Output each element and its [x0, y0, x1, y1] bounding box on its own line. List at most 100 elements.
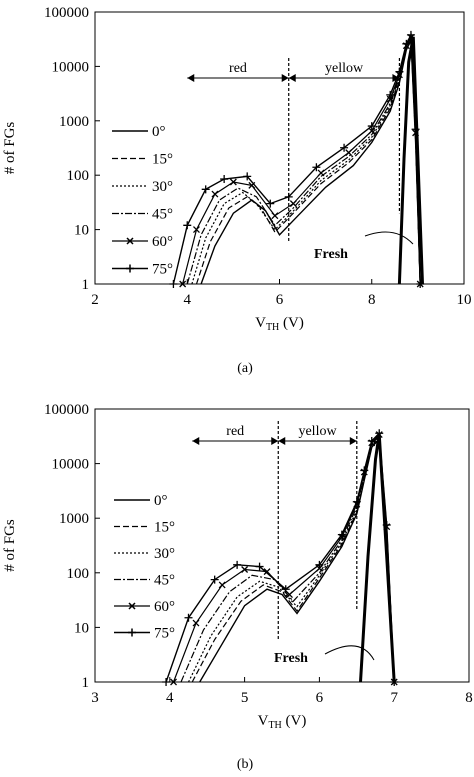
- series-marker: [317, 169, 325, 177]
- series-marker: [286, 591, 293, 598]
- legend-marker-plus: [128, 628, 136, 637]
- marker-x: [263, 568, 271, 576]
- region-arrowhead-left: [278, 437, 286, 445]
- legend-label: 30°: [154, 546, 175, 562]
- chart-panel-a: 1 10 100 1000 10000 100000 2 4 6 8 10 VTH (V) # of F…: [2, 5, 472, 376]
- series-marker: [367, 436, 376, 445]
- marker-x: [286, 591, 293, 598]
- legend-marker-plus: [126, 264, 134, 273]
- legend-marker-x: [126, 237, 134, 245]
- y-tick-label: 100000: [44, 402, 89, 418]
- series-marker: [312, 163, 321, 172]
- marker-plus: [367, 436, 376, 445]
- marker-x: [271, 212, 279, 220]
- fresh-label: Fresh: [274, 651, 308, 666]
- marker-plus: [201, 185, 210, 194]
- series-marker: [218, 581, 226, 589]
- series-line: [182, 35, 421, 285]
- y-tick-label: 1000: [59, 511, 89, 527]
- marker-plus: [416, 280, 425, 288]
- series-marker: [183, 221, 192, 230]
- legend-label: 45°: [154, 573, 175, 589]
- y-tick-label: 100000: [44, 5, 89, 21]
- series-line: [191, 437, 395, 683]
- series-marker: [184, 613, 193, 622]
- series-marker: [360, 466, 369, 475]
- region-arrowhead-left: [288, 74, 296, 82]
- legend-label: 0°: [154, 493, 168, 509]
- marker-plus: [266, 199, 275, 208]
- series-line: [186, 36, 421, 285]
- marker-plus: [352, 497, 361, 506]
- legend-label: 45°: [152, 207, 173, 223]
- series-marker: [255, 562, 264, 571]
- y-tick-label: 10: [74, 223, 89, 239]
- marker-plus: [220, 175, 229, 184]
- y-axis-label: # of FGs: [2, 519, 18, 572]
- marker-plus: [406, 30, 415, 39]
- region-arrowhead-right: [392, 74, 400, 82]
- x-tick-label: 7: [390, 690, 398, 706]
- series-line: [195, 37, 421, 285]
- region-arrowhead-left: [187, 74, 195, 82]
- series-marker: [241, 566, 249, 573]
- series-marker: [243, 172, 252, 181]
- marker-plus: [184, 613, 193, 622]
- series-line: [200, 40, 421, 285]
- region-arrowhead-left: [192, 437, 200, 445]
- series-line: [165, 431, 395, 683]
- series-marker: [367, 122, 376, 131]
- marker-plus: [162, 678, 171, 686]
- marker-plus: [284, 192, 293, 201]
- fresh-pointer: [364, 231, 414, 245]
- marker-x: [368, 127, 376, 135]
- series-marker: [368, 127, 376, 135]
- series-marker: [210, 575, 219, 584]
- series-marker: [315, 560, 324, 569]
- x-tick-label: 6: [316, 690, 324, 706]
- series-marker: [289, 200, 297, 208]
- series-marker: [352, 497, 361, 506]
- series-marker: [229, 178, 237, 186]
- marker-plus: [360, 466, 369, 475]
- marker-plus: [255, 562, 264, 571]
- series-marker: [179, 280, 187, 288]
- marker-x: [170, 678, 177, 686]
- series-marker: [170, 678, 177, 686]
- y-tick-label: 10: [74, 620, 89, 636]
- legend-label: 60°: [152, 234, 173, 250]
- x-tick-label: 4: [184, 292, 192, 308]
- y-tick-label: 10000: [52, 59, 90, 75]
- marker-plus: [210, 575, 219, 584]
- series-marker: [192, 619, 200, 627]
- series-marker: [284, 192, 293, 201]
- series-marker: [281, 585, 290, 594]
- region-label: yellow: [298, 424, 337, 439]
- series-marker: [266, 199, 275, 208]
- x-axis-label: VTH (V): [258, 713, 307, 731]
- marker-plus: [340, 143, 349, 152]
- marker-x: [241, 566, 249, 573]
- y-tick-label: 10000: [52, 457, 90, 473]
- marker-plus: [183, 221, 192, 230]
- series-line: [172, 32, 421, 285]
- x-tick-label: 8: [368, 292, 376, 308]
- series-marker: [211, 190, 219, 198]
- x-tick-label: 6: [276, 292, 284, 308]
- marker-x: [192, 619, 200, 627]
- marker-plus: [402, 39, 411, 48]
- region-label: red: [229, 61, 247, 76]
- x-tick-label: 10: [457, 292, 472, 308]
- legend-label: 15°: [154, 520, 175, 536]
- marker-plus: [386, 90, 395, 99]
- series-marker: [233, 560, 242, 569]
- fresh-label: Fresh: [314, 247, 348, 262]
- marker-x: [193, 226, 200, 234]
- marker-plus: [243, 172, 252, 181]
- x-axis-label: VTH (V): [255, 315, 304, 333]
- y-axis-label: # of FGs: [2, 122, 18, 175]
- series-line: [191, 36, 421, 285]
- marker-plus: [233, 560, 242, 569]
- x-tick-label: 3: [91, 690, 99, 706]
